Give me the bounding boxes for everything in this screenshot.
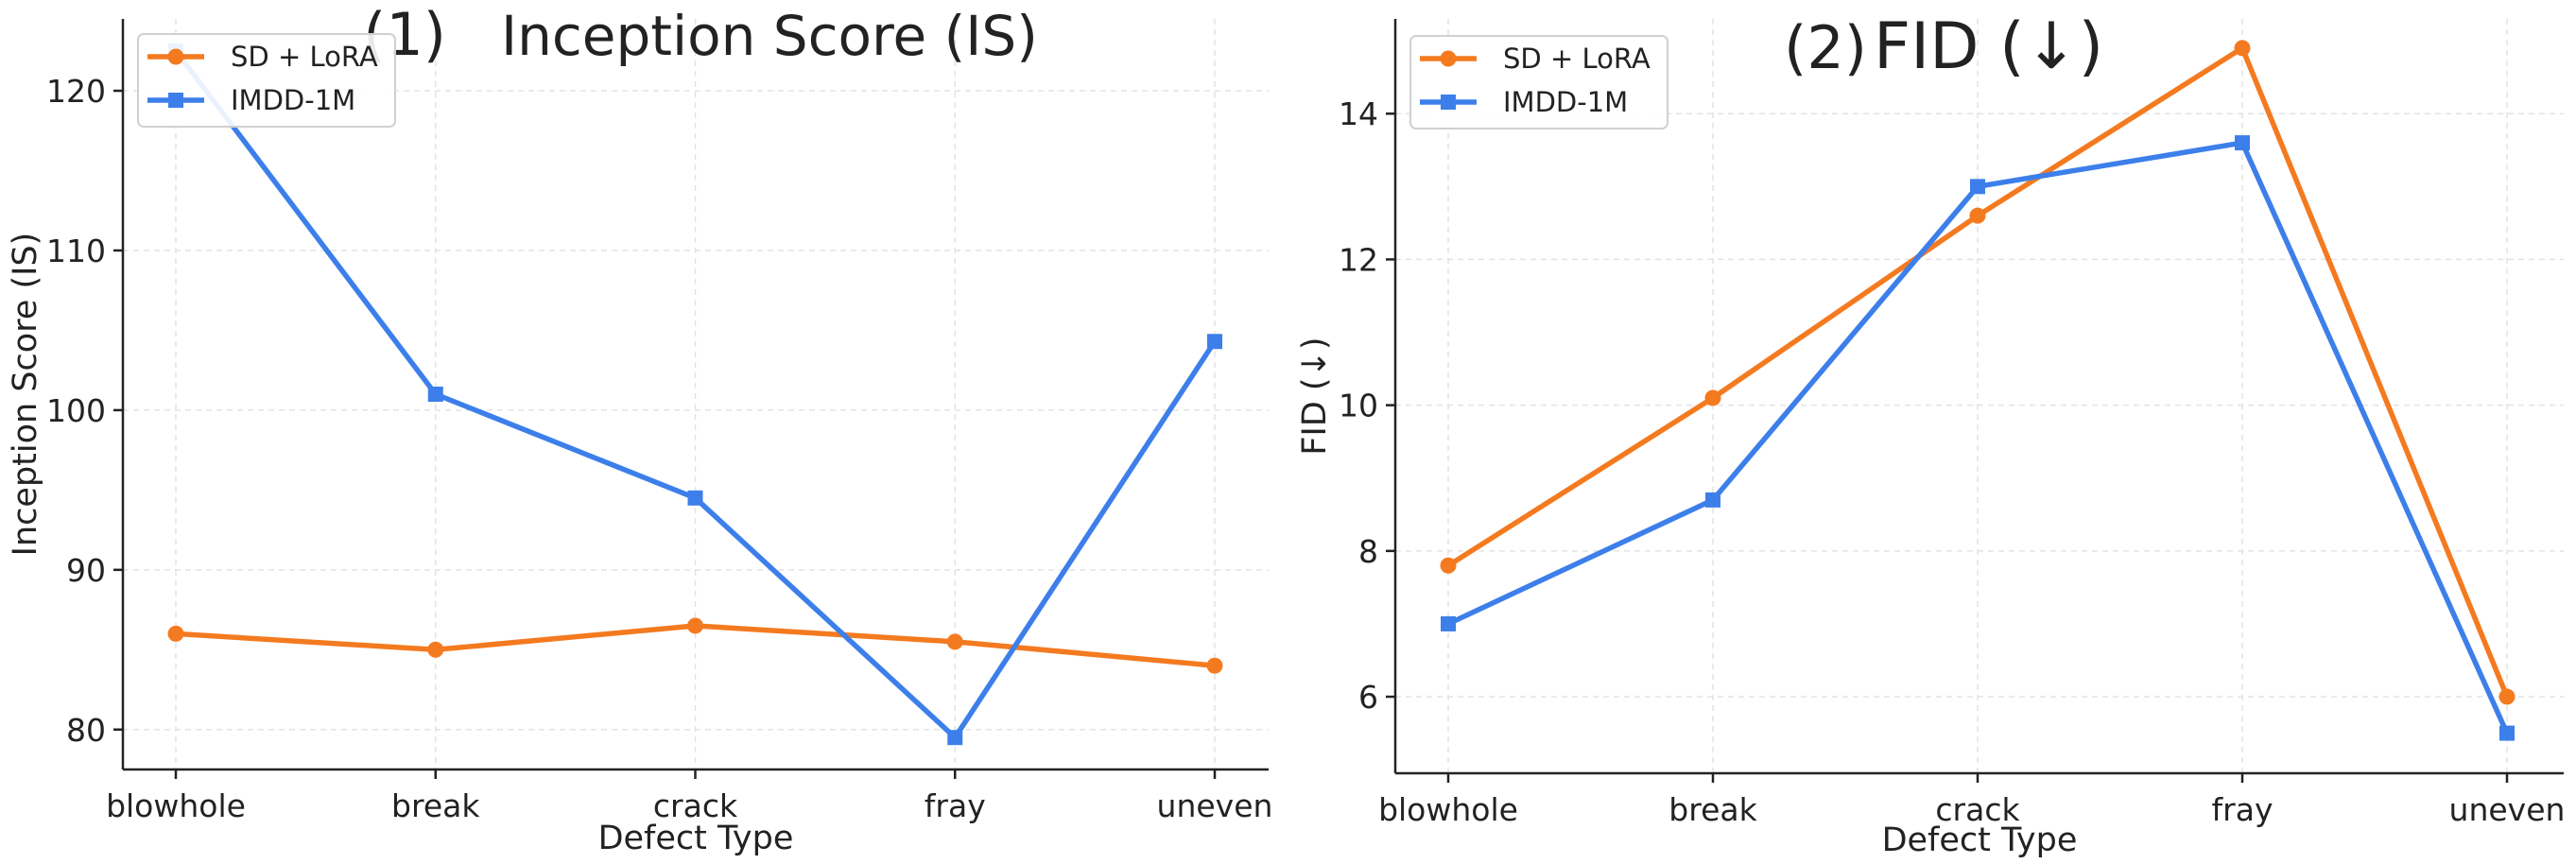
- y-tick-label: 10: [1339, 388, 1378, 424]
- legend-marker: [1440, 50, 1457, 67]
- x-tick-label: blowhole: [106, 787, 246, 824]
- y-tick-label: 90: [66, 552, 106, 589]
- y-axis-label: Inception Score (IS): [7, 233, 44, 557]
- data-point: [1441, 615, 1456, 631]
- chart-title: FID (↓): [1874, 9, 2103, 84]
- y-tick-label: 8: [1358, 533, 1378, 570]
- data-point: [1970, 179, 1985, 195]
- y-tick-label: 120: [46, 73, 106, 110]
- data-point: [1207, 334, 1222, 350]
- data-point: [1704, 389, 1721, 406]
- y-tick-label: 12: [1339, 241, 1378, 278]
- y-tick-label: 100: [46, 392, 106, 429]
- y-axis-label: FID (↓): [1296, 337, 1334, 455]
- y-tick-label: 14: [1339, 95, 1378, 132]
- data-point: [687, 617, 703, 634]
- x-tick-label: blowhole: [1378, 791, 1518, 828]
- chart-title: Inception Score (IS): [501, 4, 1038, 68]
- data-point: [427, 641, 444, 658]
- x-tick-label: fray: [2212, 791, 2273, 828]
- x-tick-label: uneven: [1157, 787, 1273, 824]
- data-point: [947, 730, 963, 746]
- y-tick-label: 6: [1358, 679, 1378, 716]
- x-tick-label: crack: [653, 787, 738, 824]
- x-tick-label: break: [391, 787, 480, 824]
- legend-marker: [167, 48, 184, 65]
- data-point: [1440, 557, 1457, 574]
- x-tick-label: fray: [925, 787, 986, 824]
- x-tick-label: break: [1668, 791, 1757, 828]
- legend: SD + LoRA IMDD-1M: [1409, 35, 1668, 130]
- data-point: [1206, 657, 1223, 674]
- data-point: [2235, 135, 2250, 151]
- data-point: [427, 387, 443, 402]
- data-point: [2234, 40, 2251, 57]
- data-point: [1969, 207, 1986, 224]
- legend-marker: [168, 93, 183, 108]
- data-point: [687, 490, 703, 506]
- panel-label: (2): [1784, 13, 1867, 82]
- x-tick-label: crack: [1935, 791, 2020, 828]
- x-tick-label: uneven: [2449, 791, 2566, 828]
- legend-label: SD + LoRA: [231, 41, 378, 73]
- chart-panel-1: 80 90 100 110 120 blowhole break crack fray uneve…: [7, 0, 1272, 857]
- chart-panel-2: 6 8 10 12 14 blowhole break crack fray uneven Defe…: [1296, 9, 2565, 859]
- legend-label: IMDD-1M: [1503, 86, 1628, 118]
- x-axis-label: Defect Type: [1882, 821, 2078, 859]
- legend-label: SD + LoRA: [1503, 43, 1651, 75]
- data-point: [2499, 725, 2515, 741]
- legend-marker: [1441, 95, 1456, 110]
- data-point: [946, 633, 963, 650]
- data-point: [167, 625, 184, 642]
- legend: SD + LoRA IMDD-1M: [137, 33, 396, 128]
- x-axis-label: Defect Type: [598, 820, 794, 857]
- data-point: [2498, 688, 2515, 705]
- y-tick-label: 80: [66, 712, 106, 749]
- y-tick-label: 110: [46, 233, 106, 269]
- data-point: [1705, 492, 1720, 508]
- legend-label: IMDD-1M: [231, 84, 355, 116]
